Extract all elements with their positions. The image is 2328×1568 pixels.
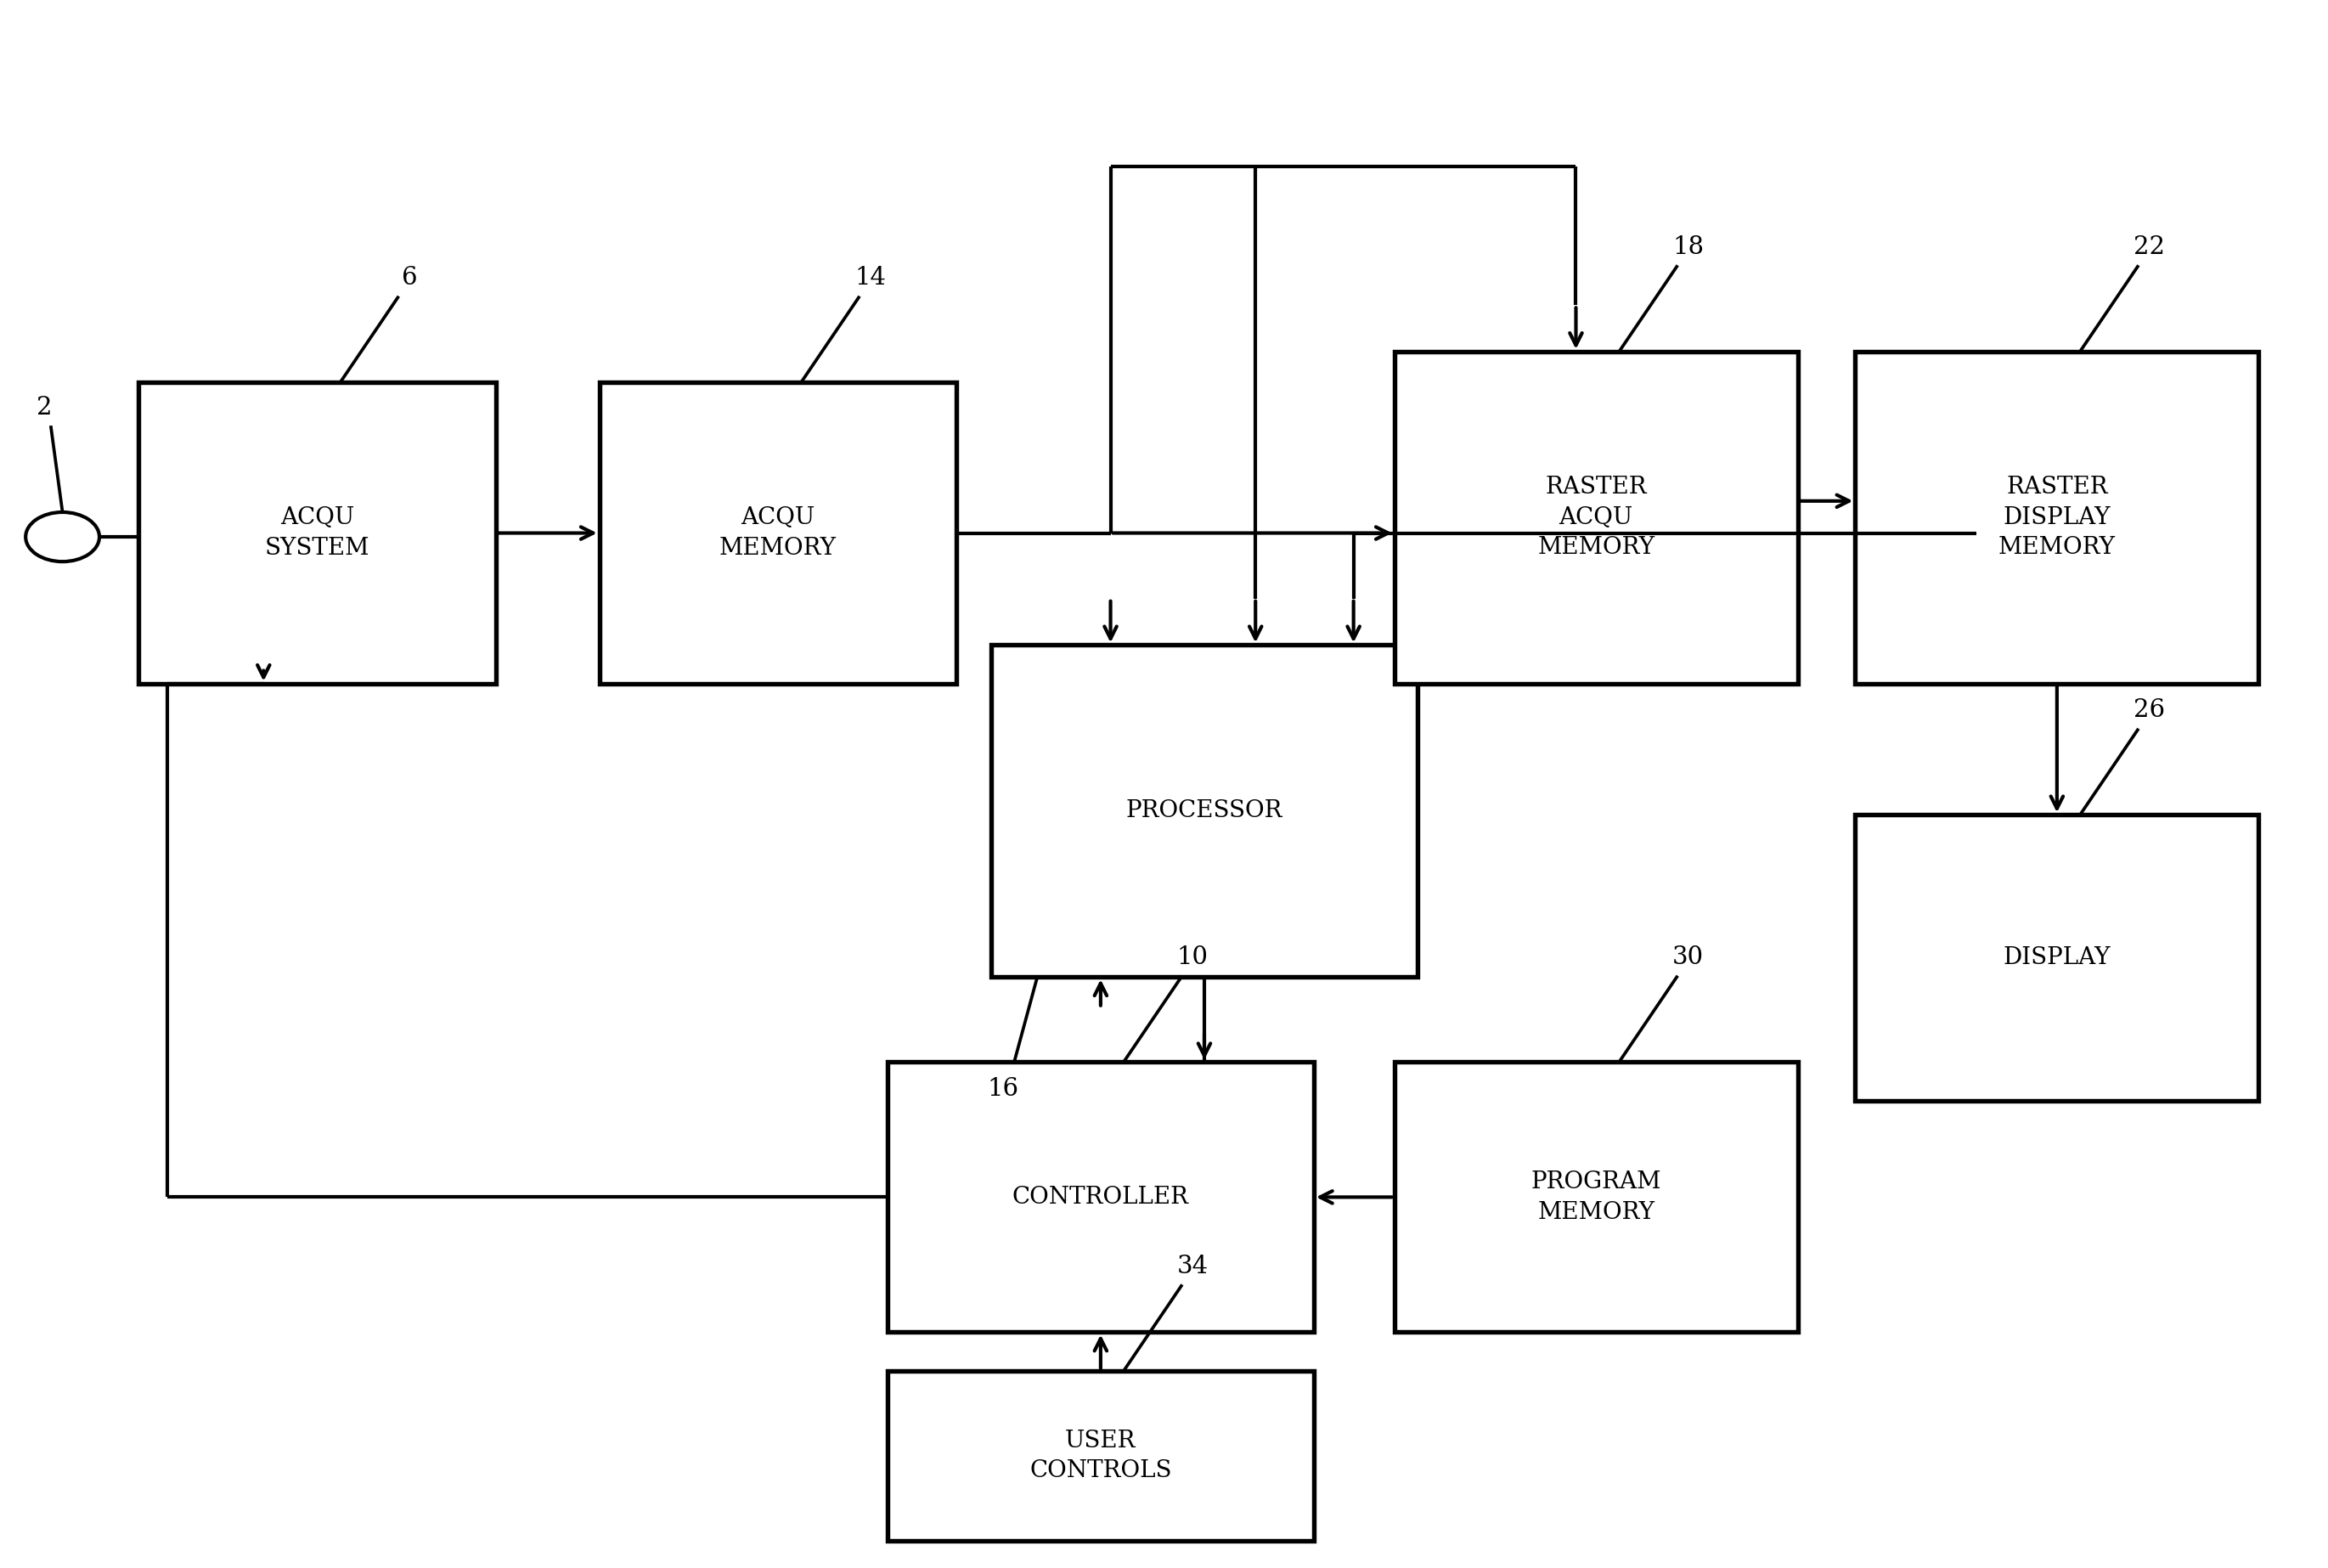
Circle shape (26, 513, 100, 561)
FancyBboxPatch shape (1855, 351, 2258, 684)
FancyBboxPatch shape (992, 644, 1418, 977)
FancyBboxPatch shape (598, 383, 957, 684)
FancyBboxPatch shape (1394, 1062, 1797, 1333)
Text: 14: 14 (854, 267, 887, 290)
Text: 34: 34 (1178, 1254, 1208, 1278)
Text: PROGRAM
MEMORY: PROGRAM MEMORY (1532, 1171, 1662, 1223)
Text: 10: 10 (1178, 946, 1208, 969)
Text: RASTER
ACQU
MEMORY: RASTER ACQU MEMORY (1536, 477, 1655, 560)
Text: 6: 6 (400, 267, 417, 290)
Text: ACQU
MEMORY: ACQU MEMORY (719, 506, 836, 560)
Text: DISPLAY: DISPLAY (2002, 946, 2111, 969)
FancyBboxPatch shape (887, 1370, 1313, 1541)
Text: 26: 26 (2132, 698, 2165, 723)
Text: 30: 30 (1672, 946, 1704, 969)
Text: 16: 16 (987, 1077, 1017, 1101)
FancyBboxPatch shape (1394, 351, 1797, 684)
FancyBboxPatch shape (887, 1062, 1313, 1333)
Text: PROCESSOR: PROCESSOR (1127, 800, 1283, 823)
Text: CONTROLLER: CONTROLLER (1013, 1185, 1190, 1209)
Text: USER
CONTROLS: USER CONTROLS (1029, 1430, 1171, 1482)
Text: 22: 22 (2132, 235, 2165, 259)
Text: 18: 18 (1672, 235, 1704, 259)
FancyBboxPatch shape (1855, 815, 2258, 1101)
Text: ACQU
SYSTEM: ACQU SYSTEM (265, 506, 370, 560)
Text: 2: 2 (37, 395, 51, 420)
Text: RASTER
DISPLAY
MEMORY: RASTER DISPLAY MEMORY (1997, 477, 2116, 560)
FancyBboxPatch shape (140, 383, 496, 684)
